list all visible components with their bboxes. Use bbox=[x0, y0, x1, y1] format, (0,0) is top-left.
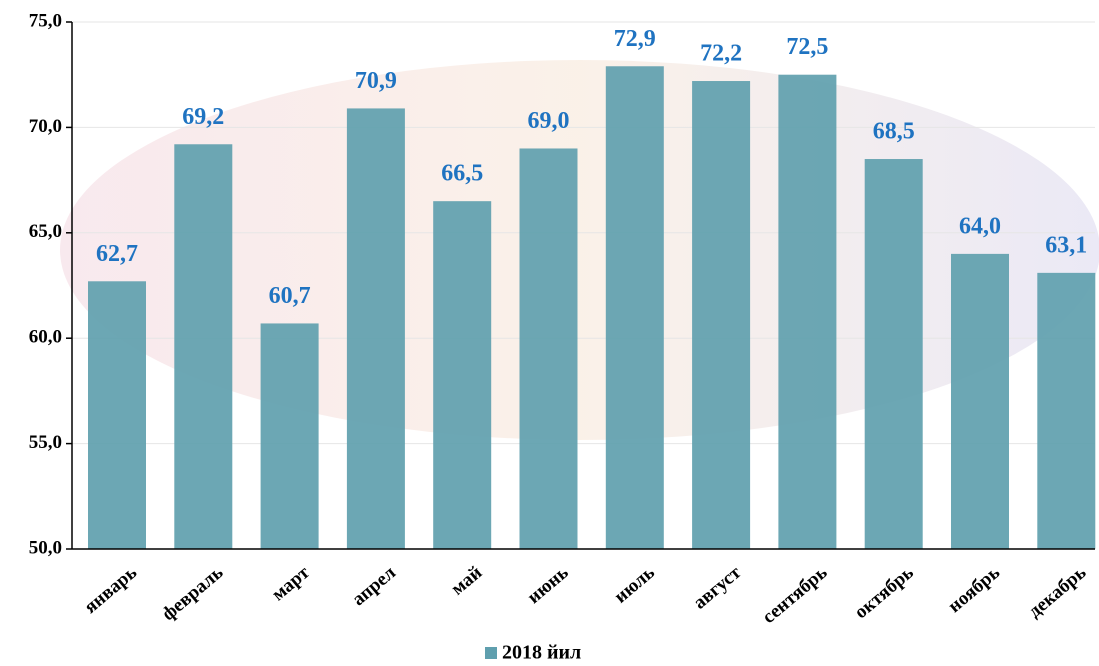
bar bbox=[260, 323, 319, 549]
y-tick-label: 55,0 bbox=[29, 432, 62, 453]
y-tick-label: 60,0 bbox=[29, 327, 62, 348]
x-tick-label: октябрь bbox=[851, 562, 918, 623]
bar bbox=[864, 159, 923, 549]
x-tick-label: май bbox=[447, 562, 486, 599]
x-tick-label: июнь bbox=[523, 562, 572, 608]
value-label: 72,9 bbox=[614, 26, 656, 52]
y-tick-label: 65,0 bbox=[29, 221, 62, 242]
value-label: 69,0 bbox=[528, 108, 570, 134]
map-background bbox=[60, 60, 1099, 440]
y-tick-label: 75,0 bbox=[29, 10, 62, 31]
value-label: 63,1 bbox=[1045, 232, 1087, 258]
value-label: 60,7 bbox=[269, 283, 311, 309]
legend-swatch bbox=[485, 647, 497, 659]
value-label: 68,5 bbox=[873, 119, 915, 145]
x-tick-label: февраль bbox=[158, 562, 227, 625]
bar bbox=[692, 81, 751, 550]
x-tick-label: апрел bbox=[348, 562, 400, 610]
bar bbox=[605, 66, 664, 549]
bar bbox=[778, 74, 837, 549]
bar bbox=[346, 108, 405, 549]
x-tick-label: январь bbox=[80, 562, 141, 618]
value-label: 62,7 bbox=[96, 241, 138, 267]
bar bbox=[519, 148, 578, 550]
x-tick-label: сентябрь bbox=[759, 562, 832, 628]
value-label: 69,2 bbox=[182, 104, 224, 130]
legend-label: 2018 йил bbox=[502, 642, 581, 664]
value-label: 70,9 bbox=[355, 68, 397, 94]
value-label: 72,2 bbox=[700, 41, 742, 67]
x-tick-label: ноябрь bbox=[944, 562, 1004, 617]
bar bbox=[433, 201, 492, 549]
y-tick-label: 50,0 bbox=[29, 537, 62, 558]
x-tick-label: июль bbox=[610, 562, 659, 607]
bar bbox=[1037, 272, 1096, 549]
x-tick-label: март bbox=[268, 562, 314, 605]
bar bbox=[951, 253, 1009, 549]
x-tick-label: август bbox=[689, 562, 745, 614]
bar bbox=[174, 144, 233, 550]
x-tick-label: декабрь bbox=[1024, 562, 1090, 622]
value-label: 66,5 bbox=[441, 161, 483, 187]
y-tick-label: 70,0 bbox=[29, 116, 62, 137]
value-label: 72,5 bbox=[786, 34, 828, 60]
value-label: 64,0 bbox=[959, 213, 1001, 239]
bar bbox=[88, 281, 146, 549]
